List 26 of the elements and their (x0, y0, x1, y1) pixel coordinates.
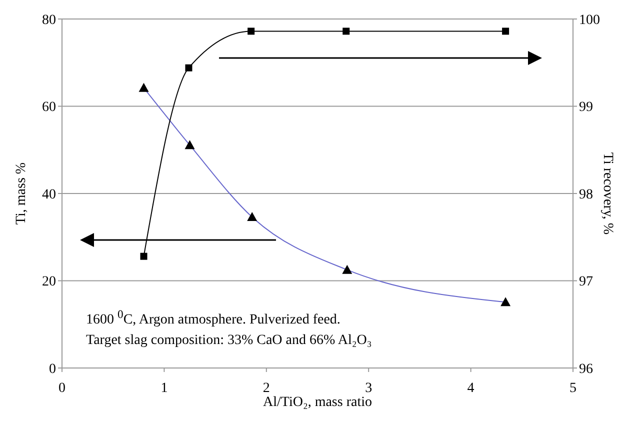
y-axis-title: Ti, mass % (14, 162, 29, 225)
x-tick-label: 2 (262, 380, 270, 396)
y-tick-label: 20 (42, 274, 56, 290)
y2-tick-label: 97 (579, 274, 593, 290)
point (502, 28, 510, 35)
point (342, 28, 350, 35)
x-axis-title: Al/TiO₂, mass ratio (263, 395, 372, 410)
y-tick-label: 40 (42, 187, 56, 202)
x-tick-label: 5 (570, 380, 576, 396)
x-tick-label: 4 (467, 380, 474, 396)
y2-tick-label: 100 (579, 12, 600, 28)
point (185, 64, 192, 72)
y-tick-label: 0 (49, 362, 56, 377)
y-tick-label: 60 (42, 100, 56, 116)
y2-tick-label: 96 (579, 362, 593, 377)
annotation: Target slag composition: 33% CaO and 66% Al₂O₃ (86, 332, 372, 350)
y-tick-label: 80 (42, 12, 56, 28)
point (140, 252, 148, 260)
x-tick-label: 1 (160, 380, 168, 396)
point (248, 28, 255, 35)
x-tick-label: 0 (58, 380, 66, 396)
x-tick-label: 3 (365, 380, 372, 396)
y2-tick-label: 98 (579, 187, 593, 202)
y2-axis-title: Ti recovery, % (600, 152, 616, 235)
annotation: 1600 $^{0}$C, Argon atmosphere. Pulverized feed. (86, 307, 342, 330)
y2-tick-label: 99 (579, 100, 593, 116)
